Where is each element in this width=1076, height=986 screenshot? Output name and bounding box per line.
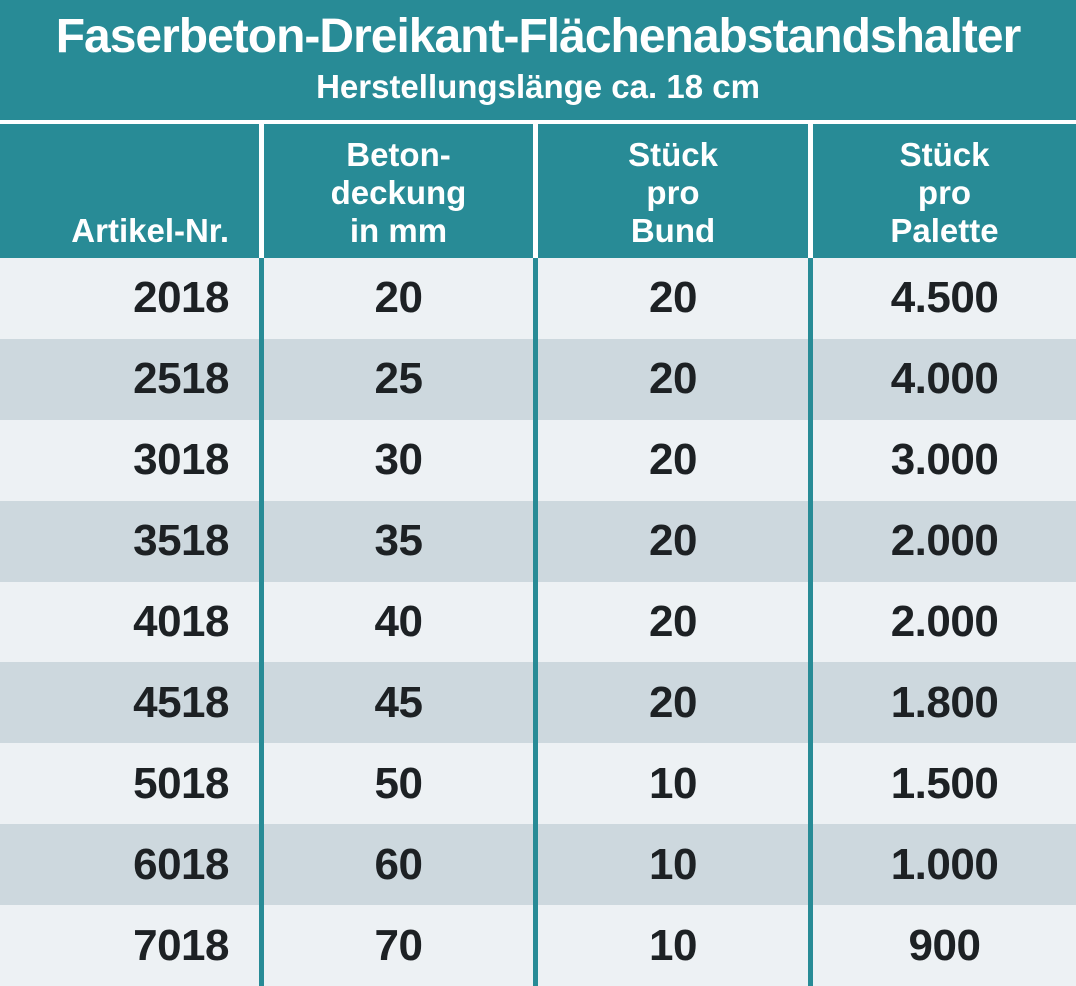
table-row: 3018 30 20 3.000 (0, 419, 1076, 501)
cell-stueck-pro-palette: 1.000 (808, 824, 1076, 906)
cell-artikel-nr: 7018 (133, 920, 229, 970)
cell-artikel-nr: 2018 (133, 273, 229, 323)
table-row: 6018 60 10 1.000 (0, 824, 1076, 906)
cell-stueck-pro-palette: 2.000 (808, 581, 1076, 663)
table-row: 7018 70 10 900 (0, 905, 1076, 986)
cell-betondeckung: 25 (259, 338, 533, 420)
cell-artikel-nr: 4518 (133, 677, 229, 727)
table-row: 2518 25 20 4.000 (0, 338, 1076, 420)
column-header-stueck-pro-palette: Stück pro Palette (808, 124, 1076, 258)
table-body: 2018 20 20 4.500 2518 25 20 4.000 3018 3… (0, 258, 1076, 986)
column-header-betondeckung: Beton- deckung in mm (259, 124, 533, 258)
cell-stueck-pro-bund: 20 (533, 662, 808, 744)
table-row: 3518 35 20 2.000 (0, 500, 1076, 582)
table-header: Faserbeton-Dreikant-Flächenabstandshalte… (0, 0, 1076, 124)
table-row: 4018 40 20 2.000 (0, 581, 1076, 663)
cell-artikel-nr: 4018 (133, 596, 229, 646)
cell-betondeckung: 50 (259, 743, 533, 825)
cell-artikel-nr: 3518 (133, 516, 229, 566)
cell-stueck-pro-bund: 20 (533, 500, 808, 582)
column-header-artikel-nr: Artikel-Nr. (71, 212, 229, 249)
cell-betondeckung: 35 (259, 500, 533, 582)
cell-stueck-pro-bund: 10 (533, 824, 808, 906)
cell-stueck-pro-palette: 900 (808, 905, 1076, 986)
cell-artikel-nr: 5018 (133, 758, 229, 808)
table-subtitle: Herstellungslänge ca. 18 cm (316, 68, 760, 105)
cell-stueck-pro-palette: 1.800 (808, 662, 1076, 744)
cell-stueck-pro-palette: 1.500 (808, 743, 1076, 825)
cell-betondeckung: 70 (259, 905, 533, 986)
cell-betondeckung: 20 (259, 258, 533, 339)
cell-betondeckung: 60 (259, 824, 533, 906)
cell-artikel-nr: 2518 (133, 354, 229, 404)
column-header-stueck-pro-bund: Stück pro Bund (533, 124, 808, 258)
cell-stueck-pro-bund: 20 (533, 419, 808, 501)
cell-stueck-pro-palette: 4.500 (808, 258, 1076, 339)
cell-stueck-pro-bund: 10 (533, 905, 808, 986)
cell-betondeckung: 45 (259, 662, 533, 744)
cell-stueck-pro-palette: 2.000 (808, 500, 1076, 582)
cell-betondeckung: 40 (259, 581, 533, 663)
cell-artikel-nr: 6018 (133, 839, 229, 889)
table-title: Faserbeton-Dreikant-Flächenabstandshalte… (55, 10, 1022, 63)
cell-artikel-nr: 3018 (133, 435, 229, 485)
cell-stueck-pro-palette: 4.000 (808, 338, 1076, 420)
column-header-row: Artikel-Nr. Beton- deckung in mm Stück p… (0, 124, 1076, 258)
cell-betondeckung: 30 (259, 419, 533, 501)
cell-stueck-pro-bund: 10 (533, 743, 808, 825)
cell-stueck-pro-bund: 20 (533, 338, 808, 420)
cell-stueck-pro-bund: 20 (533, 581, 808, 663)
table-row: 2018 20 20 4.500 (0, 258, 1076, 339)
cell-stueck-pro-bund: 20 (533, 258, 808, 339)
table-row: 5018 50 10 1.500 (0, 743, 1076, 825)
cell-stueck-pro-palette: 3.000 (808, 419, 1076, 501)
table-row: 4518 45 20 1.800 (0, 662, 1076, 744)
